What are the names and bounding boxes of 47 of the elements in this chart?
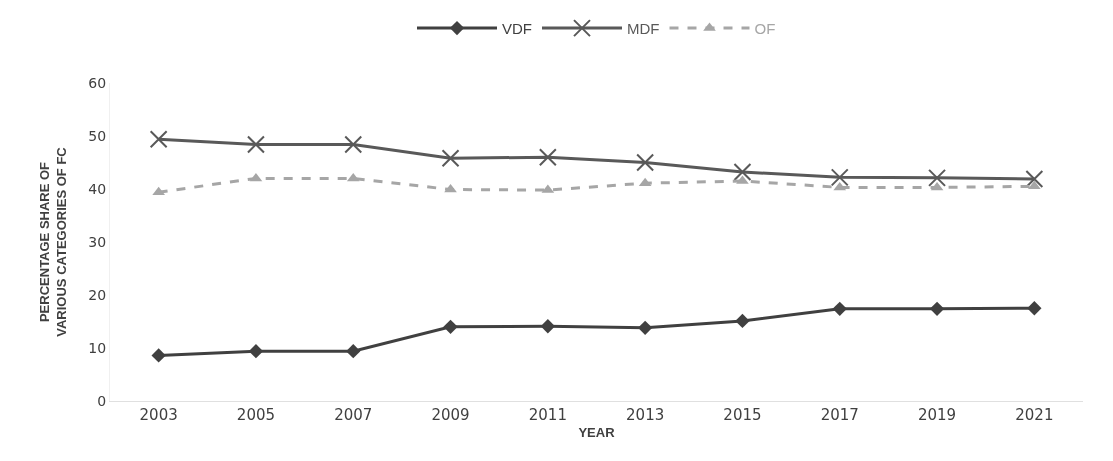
y-tick-label: 10: [88, 339, 107, 356]
point: [928, 168, 947, 187]
point: [346, 344, 361, 359]
point: [832, 301, 847, 316]
x-tick-label: 2005: [236, 406, 276, 424]
point: [151, 348, 166, 363]
y-tick-label: 20: [88, 286, 107, 303]
x-axis-title: YEAR: [578, 424, 616, 440]
point: [830, 168, 849, 187]
y-tick-label: 60: [88, 74, 107, 91]
x-tick-label: 2021: [1015, 406, 1054, 424]
point: [540, 319, 555, 334]
point: [346, 172, 360, 182]
text: MDF: [627, 19, 660, 37]
x-tick-label: 2003: [139, 406, 178, 424]
text: OF: [754, 19, 776, 37]
y-tick-label: 50: [88, 127, 107, 144]
text: VDF: [502, 19, 532, 37]
y-axis-title: PERCENTAGE SHARE OF VARIOUS CATEGORIES OF FC: [37, 146, 70, 337]
point: [930, 181, 944, 191]
x-tick-label: 2015: [723, 406, 762, 424]
x-tick-label: 2009: [431, 406, 470, 424]
point: [638, 320, 653, 336]
point: [833, 181, 847, 191]
x-tick-label: 2019: [917, 406, 957, 424]
x-tick-label: 2013: [626, 406, 665, 424]
point: [246, 135, 265, 154]
point: [733, 163, 752, 182]
point: [735, 313, 750, 329]
point: [929, 301, 945, 316]
y-tick-label: 30: [88, 233, 107, 250]
point: [636, 153, 655, 172]
x-tick-label: 2017: [820, 406, 859, 424]
point: [538, 148, 557, 167]
point: [1025, 169, 1044, 188]
y-tick-label: 0: [97, 392, 107, 409]
x-tick-label: 2011: [528, 406, 567, 424]
y-tick-label: 40: [88, 180, 107, 197]
point: [249, 172, 263, 182]
point: [443, 319, 458, 334]
point: [1028, 180, 1041, 190]
point: [441, 149, 460, 168]
point: [344, 135, 363, 154]
point: [1027, 301, 1042, 316]
point: [149, 130, 168, 149]
x-tick-label: 2007: [334, 406, 373, 424]
point: [248, 344, 264, 359]
